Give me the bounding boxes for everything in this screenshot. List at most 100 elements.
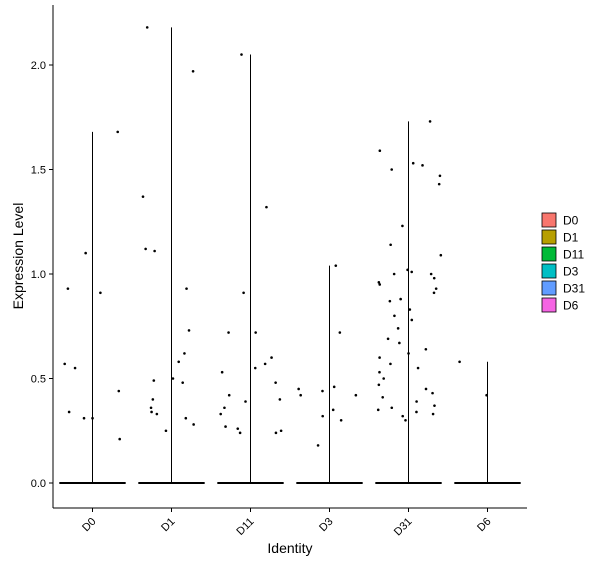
- y-axis-title: Expression Level: [10, 203, 26, 310]
- data-point: [434, 287, 438, 290]
- data-point: [253, 366, 257, 370]
- data-point: [150, 410, 153, 414]
- data-point: [152, 379, 156, 382]
- data-point: [91, 416, 94, 420]
- data-point: [410, 318, 414, 322]
- data-point: [398, 341, 401, 345]
- data-point: [224, 425, 227, 428]
- data-point: [415, 410, 418, 414]
- data-point: [192, 423, 195, 426]
- data-point: [378, 370, 381, 374]
- data-point: [118, 437, 122, 441]
- data-point: [185, 287, 188, 290]
- data-point: [411, 161, 415, 165]
- legend-swatch-d3: [541, 263, 557, 279]
- data-point: [171, 377, 175, 380]
- data-point: [432, 276, 436, 280]
- x-axis-ticks: D0 D1 D11 D3 D31 D6: [80, 508, 494, 539]
- data-point: [177, 360, 181, 364]
- data-point: [485, 393, 488, 397]
- data-point: [377, 281, 381, 284]
- data-point: [410, 270, 414, 274]
- data-point: [66, 287, 70, 290]
- data-point: [227, 393, 231, 397]
- y-tick-label: 1.0: [31, 269, 46, 281]
- data-point: [376, 408, 380, 412]
- data-point: [219, 412, 222, 416]
- data-point: [238, 431, 242, 435]
- data-point: [181, 381, 184, 384]
- data-point: [437, 182, 441, 186]
- plot-area: [59, 26, 521, 484]
- data-point: [73, 366, 77, 370]
- data-point: [429, 272, 433, 276]
- data-point: [334, 264, 338, 267]
- data-point: [183, 352, 186, 355]
- data-point: [265, 205, 268, 209]
- y-tick-label: 2.0: [31, 60, 46, 72]
- x-tick-label: D6: [475, 516, 493, 534]
- data-point: [191, 69, 195, 73]
- legend-swatch-d1: [541, 229, 557, 245]
- data-point: [223, 406, 226, 410]
- data-point: [82, 416, 86, 420]
- data-point: [416, 366, 420, 370]
- data-point: [431, 391, 434, 395]
- data-point: [458, 360, 461, 364]
- data-point: [321, 414, 324, 418]
- data-point: [406, 268, 409, 272]
- data-point: [378, 149, 382, 152]
- data-point: [401, 414, 405, 418]
- data-point: [141, 195, 145, 198]
- data-point: [184, 416, 188, 420]
- x-tick-label: D3: [317, 516, 335, 534]
- data-point: [428, 120, 432, 123]
- data-point: [153, 249, 156, 253]
- legend-label-d31: D31: [563, 282, 585, 296]
- data-point: [63, 362, 66, 366]
- data-point: [316, 444, 320, 447]
- y-tick-label: 1.5: [31, 165, 46, 177]
- legend-swatch-d6: [541, 297, 557, 313]
- data-point: [270, 356, 273, 359]
- legend-label-d3: D3: [563, 265, 579, 279]
- data-point: [393, 314, 396, 318]
- x-tick-label: D31: [392, 516, 415, 539]
- data-point: [424, 387, 428, 391]
- legend-swatch-d0: [541, 212, 557, 228]
- data-point: [354, 393, 358, 397]
- legend-label-d0: D0: [563, 214, 579, 228]
- y-tick-label: 0.0: [31, 478, 46, 490]
- data-point: [227, 331, 230, 334]
- data-point: [99, 291, 102, 295]
- data-point: [390, 168, 393, 171]
- violin-group-d1: [138, 26, 205, 484]
- data-point: [67, 410, 71, 414]
- data-point: [145, 26, 149, 29]
- data-point: [382, 377, 385, 380]
- x-tick-label: D11: [234, 516, 256, 538]
- data-point: [389, 243, 392, 247]
- data-point: [338, 331, 342, 334]
- data-point: [390, 406, 394, 410]
- data-point: [415, 400, 418, 403]
- data-point: [408, 308, 412, 311]
- x-tick-label: D1: [159, 516, 177, 534]
- data-point: [424, 347, 428, 351]
- data-point: [299, 393, 302, 397]
- data-point: [388, 299, 392, 303]
- data-point: [392, 272, 396, 276]
- violin-group-d11: [217, 53, 284, 484]
- data-point: [432, 291, 436, 295]
- data-point: [404, 419, 407, 422]
- data-point: [187, 329, 191, 332]
- data-point: [438, 174, 442, 178]
- data-point: [279, 429, 283, 433]
- y-tick-label: 0.5: [31, 374, 46, 386]
- legend-swatch-d11: [541, 246, 557, 262]
- data-point: [321, 389, 324, 393]
- data-point: [263, 362, 267, 366]
- legend-label-d11: D11: [563, 248, 584, 262]
- data-point: [396, 327, 400, 330]
